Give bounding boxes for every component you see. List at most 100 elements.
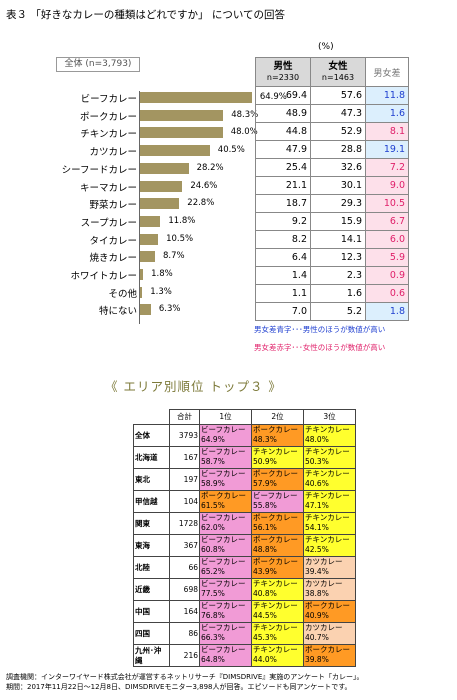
male-cell: 25.4: [255, 158, 311, 177]
bar-value-label: 10.5%: [166, 233, 194, 244]
total-cell: 104: [169, 490, 200, 513]
rank-curry-name: チキンカレー: [305, 491, 350, 500]
rank-cell: ポークカレー 48.3%: [251, 424, 304, 447]
rank-curry-name: ビーフカレー: [201, 447, 246, 456]
bar-value-label: 24.6%: [190, 180, 218, 191]
bar-category-label: ポークカレー: [79, 111, 137, 123]
male-cell: 18.7: [255, 194, 311, 213]
total-n-label: 全体 (n=3,793): [56, 57, 140, 72]
ranking-header-row: 合計 1位 2位 3位: [134, 409, 356, 425]
total-cell: 367: [169, 534, 200, 557]
rank-curry-name: ビーフカレー: [253, 491, 298, 500]
ranking-header-cell: 3位: [303, 409, 356, 425]
female-cell: 47.3: [310, 104, 366, 123]
bar-category-label: キーマカレー: [79, 182, 137, 194]
bar-value-label: 6.3%: [158, 304, 181, 315]
rank-percent: 42.5%: [305, 545, 329, 554]
bar-value-label: 8.7%: [162, 251, 185, 262]
bar-category-label: スープカレー: [80, 217, 137, 229]
ranking-header-cell: 合計: [169, 409, 200, 425]
rank-curry-name: チキンカレー: [253, 447, 298, 456]
rank-cell: ビーフカレー 58.9%: [199, 468, 252, 491]
ranking-row: 北陸 66 ビーフカレー 65.2% ポークカレー 43.9% カツカレー 39.4%: [133, 556, 356, 579]
gender-header-row: 男性 n=2330 女性 n=1463 男女差: [255, 57, 409, 87]
rank-cell: チキンカレー 40.8%: [251, 578, 304, 601]
rank-percent: 47.1%: [305, 501, 329, 510]
rank-curry-name: カツカレー: [305, 623, 343, 632]
bar: [140, 233, 159, 245]
ranking-row: 東海 367 ビーフカレー 60.8% ポークカレー 48.8% チキンカレー 42.5%: [133, 534, 356, 557]
bar: [140, 145, 210, 157]
rank-cell: チキンカレー 44.0%: [251, 644, 304, 667]
male-cell: 1.1: [255, 284, 311, 303]
bar-value-label: 22.8%: [187, 198, 215, 209]
region-cell: 全体: [133, 424, 170, 447]
ranking-header-cell: 2位: [251, 409, 304, 425]
diff-cell: 0.6: [365, 284, 409, 303]
rank-percent: 77.5%: [201, 589, 225, 598]
rank-percent: 65.2%: [201, 567, 225, 576]
note-red: 男女差赤字･･･女性のほうが数値が高い: [254, 343, 386, 352]
diff-cell: 7.2: [365, 158, 409, 177]
gender-row: 48.9 47.3 1.6: [255, 104, 409, 123]
rank-cell: ビーフカレー 64.8%: [199, 644, 252, 667]
rank-percent: 40.6%: [305, 479, 329, 488]
rank-percent: 40.7%: [305, 633, 329, 642]
female-header: 女性 n=1463: [310, 57, 366, 87]
gender-row: 44.8 52.9 8.1: [255, 122, 409, 141]
region-cell: 九州･沖縄: [133, 644, 170, 667]
region-cell: 北陸: [133, 556, 170, 579]
rank-cell: ポークカレー 40.9%: [303, 600, 356, 623]
male-cell: 21.1: [255, 176, 311, 195]
rank-cell: ポークカレー 39.8%: [303, 644, 356, 667]
ranking-row: 北海道 167 ビーフカレー 58.7% チキンカレー 50.9% チキンカレー 50.3%: [133, 446, 356, 469]
bar: [140, 180, 183, 192]
bar-category-label: 焼きカレー: [89, 253, 137, 265]
female-cell: 15.9: [310, 212, 366, 231]
rank-curry-name: ポークカレー: [253, 513, 298, 522]
rank-curry-name: チキンカレー: [253, 601, 298, 610]
ranking-row: 全体 3793 ビーフカレー 64.9% ポークカレー 48.3% チキンカレー 48.0%: [133, 424, 356, 447]
rank-curry-name: ビーフカレー: [201, 513, 246, 522]
total-cell: 167: [169, 446, 200, 469]
male-cell: 69.4: [255, 86, 311, 105]
rank-cell: ビーフカレー 62.0%: [199, 512, 252, 535]
rank-cell: ポークカレー 56.1%: [251, 512, 304, 535]
bar: [140, 109, 224, 121]
bar-value-label: 28.2%: [196, 162, 224, 173]
male-header: 男性 n=2330: [255, 57, 311, 87]
ranking-row: 関東 1728 ビーフカレー 62.0% ポークカレー 56.1% チキンカレー 54.1%: [133, 512, 356, 535]
female-cell: 28.8: [310, 140, 366, 159]
rank-curry-name: チキンカレー: [253, 623, 298, 632]
rank-cell: ポークカレー 48.8%: [251, 534, 304, 557]
rank-curry-name: ビーフカレー: [201, 535, 246, 544]
rank-curry-name: ビーフカレー: [201, 557, 246, 566]
bar-category-label: 特にない: [98, 306, 137, 318]
bar-value-label: 48.0%: [230, 127, 258, 138]
rank-curry-name: ビーフカレー: [201, 425, 246, 434]
rank-curry-name: ポークカレー: [305, 645, 350, 654]
rank-curry-name: カツカレー: [305, 557, 343, 566]
male-cell: 9.2: [255, 212, 311, 231]
rank-cell: ポークカレー 57.9%: [251, 468, 304, 491]
ranking-row: 四国 86 ビーフカレー 66.3% チキンカレー 45.3% カツカレー 40.7%: [133, 622, 356, 645]
rank-percent: 50.9%: [253, 457, 277, 466]
gender-row: 18.7 29.3 10.5: [255, 194, 409, 213]
rank-cell: チキンカレー 47.1%: [303, 490, 356, 513]
rank-percent: 58.7%: [201, 457, 225, 466]
rank-cell: カツカレー 38.8%: [303, 578, 356, 601]
rank-percent: 45.3%: [253, 633, 277, 642]
female-cell: 5.2: [310, 302, 366, 321]
region-cell: 北海道: [133, 446, 170, 469]
region-cell: 近畿: [133, 578, 170, 601]
diff-cell: 8.1: [365, 122, 409, 141]
gender-row: 8.2 14.1 6.0: [255, 230, 409, 249]
region-cell: 東海: [133, 534, 170, 557]
table-title: 表３ 「好きなカレーの種類はどれですか」 についての回答: [6, 9, 286, 21]
rank-curry-name: ビーフカレー: [201, 601, 246, 610]
bar: [140, 92, 252, 103]
rank-percent: 76.8%: [201, 611, 225, 620]
footer-note: 調査機関：インターワイヤード株式会社が運営するネットリサーチ『DIMSDRIVE…: [6, 672, 363, 692]
diff-cell: 0.9: [365, 266, 409, 285]
gender-row: 1.1 1.6 0.6: [255, 284, 409, 303]
